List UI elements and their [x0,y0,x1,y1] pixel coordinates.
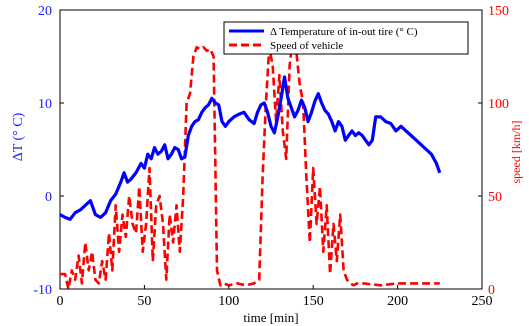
temperature-series-line [59,75,442,221]
y-right-tick-label: 50 [488,190,502,205]
x-tick-label: 200 [387,294,408,309]
x-tick-label: 150 [303,294,324,309]
y-right-tick-label: 100 [488,97,509,112]
y-axis-label-left: ΔT (° C) [11,112,26,161]
legend-box [223,21,469,55]
y-left-tick-label: 10 [38,97,52,112]
x-tick-label: 100 [218,294,239,309]
legend-label-temperature: Δ Temperature of in-out tire (° C) [270,26,418,38]
y-right-tick-label: 0 [488,283,495,298]
y-right-tick-label: 150 [488,4,509,19]
y-left-tick-label: 0 [45,190,52,205]
legend: Δ Temperature of in-out tire (° C) Speed… [223,21,469,55]
speed-series-line [60,36,440,291]
y-left-tick-label: -10 [33,283,52,298]
x-tick-label: 0 [57,294,64,309]
y-axis-label-right: speed [km/h] [509,121,523,184]
x-tick-label: 250 [472,294,493,309]
x-axis-label: time [min] [243,310,298,325]
y-left-tick-label: 20 [38,4,52,19]
series-layer [59,36,442,291]
legend-label-speed: Speed of vehicle [270,40,343,52]
x-tick-label: 50 [137,294,151,309]
